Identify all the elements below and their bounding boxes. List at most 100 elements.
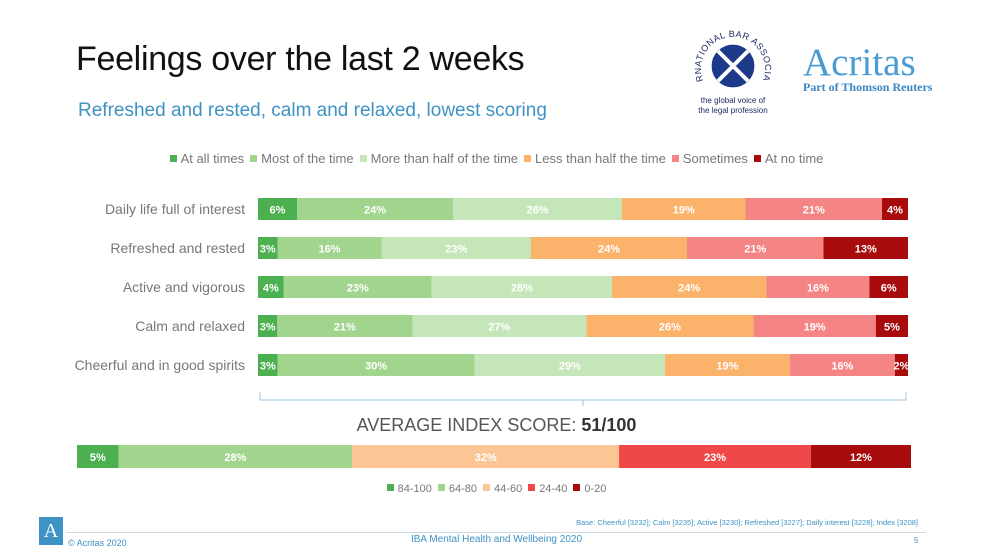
frequency-bar-less-than-half-the-time-4	[665, 354, 790, 376]
frequency-bar-sometimes-4	[789, 354, 895, 376]
legend-label: Most of the time	[261, 151, 354, 166]
average-index-value: 51/100	[581, 415, 637, 435]
frequency-legend-at-all-times: At all times	[169, 151, 244, 166]
frequency-bar-more-than-half-of-the-time-3	[412, 315, 587, 337]
index-label-64-80-0: 28%	[224, 452, 246, 464]
frequency-bar-at-all-times-0	[258, 198, 297, 220]
acritas-logo: Acritas	[803, 41, 916, 84]
frequency-label-at-no-time-0: 4%	[887, 205, 903, 217]
category-label-active-and-vigorous: Active and vigorous	[122, 279, 245, 295]
frequency-bar-less-than-half-the-time-2	[611, 276, 767, 298]
frequency-bar-less-than-half-the-time-3	[586, 315, 754, 337]
frequency-label-more-than-half-of-the-time-3: 27%	[488, 322, 510, 334]
frequency-label-at-no-time-2: 6%	[881, 283, 897, 295]
frequency-label-sometimes-2: 16%	[807, 283, 829, 295]
frequency-bar-at-no-time-3	[875, 315, 908, 337]
frequency-label-at-all-times-4: 3%	[260, 361, 276, 373]
index-bar-84-100-0	[77, 445, 119, 468]
index-legend-64-80: 64-80	[437, 483, 478, 495]
category-label-cheerful-and-in-good-spirits: Cheerful and in good spirits	[74, 357, 245, 373]
frequency-bar-most-of-the-time-0	[297, 198, 453, 220]
index-bar-0-20-0	[810, 445, 911, 468]
legend-swatch	[359, 155, 367, 162]
legend-label: 24-40	[539, 483, 568, 495]
legend-swatch	[524, 155, 532, 162]
frequency-label-sometimes-3: 19%	[804, 322, 826, 334]
frequency-bar-at-no-time-4	[894, 354, 908, 376]
legend-swatch	[437, 484, 445, 491]
frequency-bar-at-all-times-4	[258, 354, 278, 376]
frequency-label-less-than-half-the-time-3: 26%	[659, 322, 681, 334]
index-bar-64-80-0	[118, 445, 353, 468]
frequency-label-most-of-the-time-4: 30%	[365, 361, 387, 373]
frequency-bar-sometimes-1	[687, 237, 824, 259]
frequency-label-most-of-the-time-0: 24%	[364, 205, 386, 217]
legend-label: Sometimes	[682, 151, 748, 166]
frequency-label-at-no-time-4: 2%	[893, 361, 909, 373]
frequency-legend-less-than-half-the-time: Less than half the time	[524, 151, 666, 166]
category-label-daily-life-full-of-interest: Daily life full of interest	[104, 201, 245, 217]
acritas-footer-logo: A	[39, 517, 63, 545]
index-legend-44-60: 44-60	[483, 483, 522, 495]
footer-report-name: IBA Mental Health and Wellbeing 2020	[410, 534, 583, 545]
page-number: 5	[914, 536, 919, 545]
frequency-bar-most-of-the-time-2	[283, 276, 432, 298]
legend-label: 0-20	[584, 483, 607, 495]
page-title: Feelings over the last 2 weeks	[76, 40, 525, 78]
frequency-bar-most-of-the-time-1	[277, 237, 382, 259]
frequency-label-at-all-times-0: 6%	[270, 205, 286, 217]
frequency-legend-more-than-half-of-the-time: More than half of the time	[359, 151, 519, 166]
frequency-bar-at-all-times-2	[258, 276, 284, 298]
frequency-legend-sometimes: Sometimes	[671, 151, 748, 166]
frequency-label-at-all-times-2: 4%	[263, 283, 279, 295]
frequency-label-more-than-half-of-the-time-2: 28%	[511, 283, 533, 295]
frequency-bar-more-than-half-of-the-time-2	[431, 276, 612, 298]
copyright: © Acritas 2020	[68, 538, 127, 548]
legend-swatch	[169, 155, 177, 162]
average-index-prefix: AVERAGE INDEX SCORE:	[356, 415, 582, 435]
frequency-label-most-of-the-time-1: 16%	[318, 244, 340, 256]
index-legend-24-40: 24-40	[528, 483, 567, 495]
frequency-label-more-than-half-of-the-time-4: 29%	[559, 361, 581, 373]
frequency-bar-sometimes-0	[745, 198, 882, 220]
average-index-title: AVERAGE INDEX SCORE: 51/100	[0, 415, 993, 436]
legend-swatch	[671, 155, 679, 162]
frequency-bar-at-no-time-1	[823, 237, 908, 259]
category-label-calm-and-relaxed: Calm and relaxed	[135, 318, 245, 334]
frequency-label-less-than-half-the-time-1: 24%	[598, 244, 620, 256]
index-bar-24-40-0	[619, 445, 811, 468]
frequency-label-less-than-half-the-time-0: 19%	[673, 205, 695, 217]
frequency-label-at-all-times-1: 3%	[260, 244, 276, 256]
frequency-bar-most-of-the-time-3	[277, 315, 413, 337]
index-bracket	[259, 392, 907, 406]
index-label-0-20-0: 12%	[850, 452, 872, 464]
category-label-refreshed-and-rested: Refreshed and rested	[110, 240, 245, 256]
frequency-bar-sometimes-3	[753, 315, 876, 337]
frequency-label-sometimes-1: 21%	[744, 244, 766, 256]
legend-label: More than half of the time	[370, 151, 519, 166]
legend-label: 64-80	[448, 483, 478, 495]
legend-swatch	[250, 155, 258, 162]
legend-label: 44-60	[494, 483, 523, 495]
iba-tagline-2: the legal profession	[698, 106, 768, 115]
frequency-legend-at-no-time: At no time	[753, 151, 823, 166]
frequency-bar-most-of-the-time-4	[277, 354, 475, 376]
index-legend-84-100: 84-100	[386, 483, 432, 495]
frequency-bar-at-all-times-3	[258, 315, 278, 337]
frequency-bar-more-than-half-of-the-time-1	[381, 237, 531, 259]
frequency-bar-less-than-half-the-time-0	[622, 198, 746, 220]
frequency-label-at-no-time-3: 5%	[884, 322, 900, 334]
frequency-label-at-no-time-1: 13%	[855, 244, 877, 256]
index-legend-0-20: 0-20	[573, 483, 606, 495]
frequency-bar-less-than-half-the-time-1	[531, 237, 687, 259]
frequency-label-most-of-the-time-2: 23%	[347, 283, 369, 295]
frequency-bar-sometimes-2	[766, 276, 870, 298]
footer-divider	[66, 532, 926, 533]
acritas-subtitle: Part of Thomson Reuters	[803, 80, 933, 94]
frequency-legend-most-of-the-time: Most of the time	[250, 151, 354, 166]
frequency-label-more-than-half-of-the-time-1: 23%	[445, 244, 467, 256]
frequency-label-sometimes-4: 16%	[831, 361, 853, 373]
frequency-label-most-of-the-time-3: 21%	[334, 322, 356, 334]
frequency-bar-at-no-time-2	[869, 276, 908, 298]
frequency-legend: At all times Most of the time More than ha…	[0, 151, 993, 166]
